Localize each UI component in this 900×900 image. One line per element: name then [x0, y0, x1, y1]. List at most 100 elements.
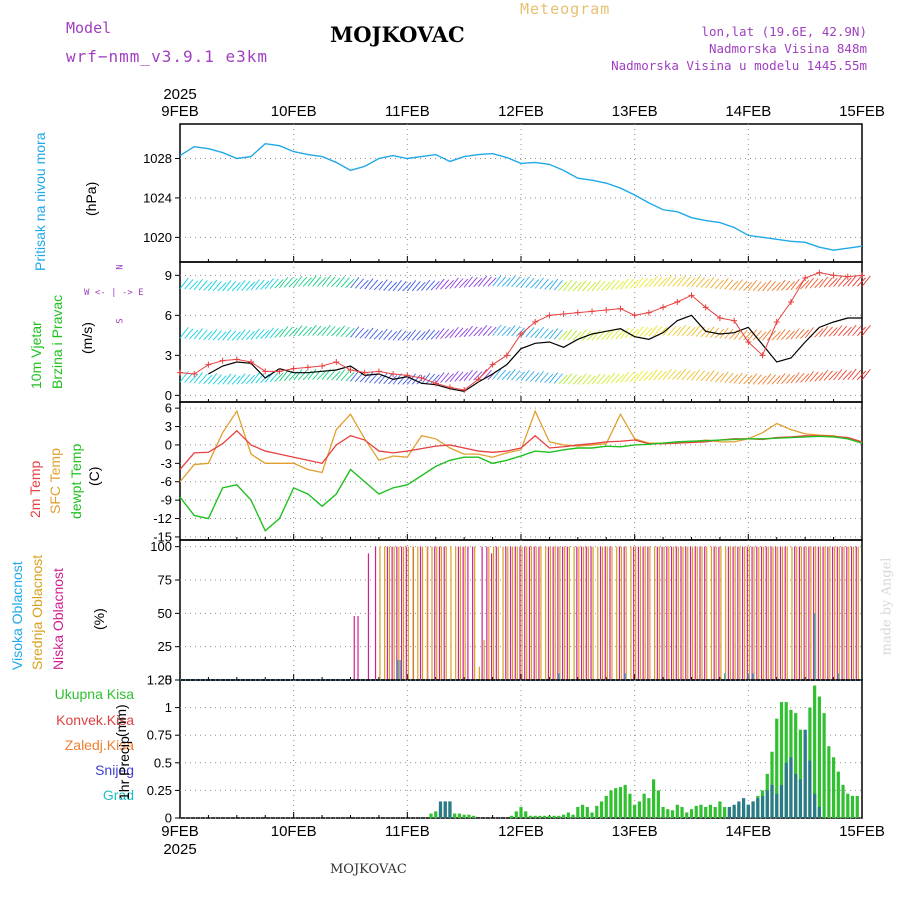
low-wind-barbs [298, 370, 308, 381]
wind-gust-marker [859, 272, 865, 279]
low-wind-barbs [421, 373, 431, 385]
top-date-label: 15FEB [839, 103, 885, 120]
low-wind-barbs [492, 368, 502, 380]
high-wind-barbs [264, 278, 275, 290]
high-wind-barbs [383, 280, 393, 291]
wind-gust-marker [574, 309, 581, 316]
high-wind-barbs [501, 277, 511, 287]
mid-wind-barbs [563, 329, 573, 341]
low-wind-barbs [586, 375, 597, 385]
low-wind-barbs [766, 374, 777, 385]
low-wind-barbs [397, 374, 407, 385]
bottom-year-label: 2025 [163, 841, 196, 858]
mid-wind-barbs [700, 327, 710, 338]
precip-bar-total [595, 805, 599, 818]
low-wind-barbs [776, 373, 786, 385]
high-wind-barbs [781, 280, 791, 291]
precip-bar-total [566, 812, 570, 818]
mid-wind-barbs [440, 328, 450, 339]
high-wind-barbs [435, 278, 445, 290]
high-wind-barbs [231, 282, 241, 292]
high-wind-barbs [852, 276, 862, 287]
mid-wind-barbs [795, 328, 805, 340]
bottom-date-label: 9FEB [161, 823, 199, 840]
precip-bar-total [779, 702, 784, 818]
mid-wind-barbs [781, 329, 791, 341]
precip-bar-snow [813, 793, 817, 818]
mid-wind-barbs [444, 329, 454, 339]
precip-bar-total [723, 806, 727, 818]
mid-wind-barbs [856, 326, 866, 337]
bottom-date-label: 11FEB [385, 823, 430, 840]
precip-bar-snow [448, 801, 452, 818]
mid-wind-barbs [515, 327, 525, 337]
y-tick-label: 1024 [143, 190, 172, 205]
low-wind-barbs [591, 373, 601, 385]
low-wind-barbs [662, 368, 672, 380]
mid-wind-barbs [307, 324, 317, 336]
precip-bar-total [618, 787, 623, 818]
high-wind-barbs [691, 275, 701, 288]
high-wind-barbs [425, 280, 436, 291]
high-wind-barbs [454, 278, 464, 289]
low-wind-barbs [511, 370, 521, 381]
legend-total-rain: Ukupna Kisa [54, 686, 134, 702]
mid-wind-barbs [639, 327, 649, 338]
y-tick-label: 6 [165, 308, 172, 323]
mid-wind-barbs [250, 328, 260, 340]
wind-gust-marker [205, 361, 212, 368]
high-wind-barbs [468, 277, 478, 288]
high-wind-barbs [335, 276, 346, 288]
precip-bar-total [652, 779, 656, 818]
station-title: MOJKOVAC [330, 22, 465, 47]
low-wind-barbs [762, 373, 772, 385]
mid-wind-barbs [643, 327, 653, 337]
precip-bar-total [794, 713, 798, 818]
mid-wind-barbs [814, 328, 824, 338]
precip-bar-total [713, 806, 717, 818]
precip-bar-snow [784, 762, 788, 818]
high-wind-barbs [473, 277, 483, 288]
mid-wind-barbs [411, 330, 421, 341]
wind-gust-marker [177, 369, 183, 376]
low-wind-barbs [444, 373, 454, 383]
precip-bar-snow [798, 779, 803, 818]
high-wind-barbs [198, 280, 208, 291]
high-wind-barbs [411, 281, 421, 292]
high-wind-barbs [217, 282, 227, 292]
mid-wind-barbs [539, 328, 549, 339]
high-wind-barbs [406, 280, 417, 292]
wind-gust-marker [276, 368, 283, 375]
high-wind-barbs [586, 282, 597, 292]
mid-wind-barbs [383, 329, 393, 341]
low-wind-barbs [520, 369, 530, 381]
low-wind-barbs [364, 371, 374, 383]
legend-snow: Snijeg [95, 762, 134, 778]
high-wind-barbs [563, 279, 573, 291]
mid-wind-barbs [293, 325, 303, 337]
high-wind-barbs [241, 280, 251, 291]
low-wind-barbs [601, 374, 611, 385]
wind-gust-marker [645, 309, 652, 316]
wind-gust-marker [617, 305, 624, 312]
mid-wind-barbs [326, 325, 336, 337]
wind-gust-marker [603, 307, 610, 313]
low-wind-barbs [629, 372, 639, 383]
mid-wind-barbs [227, 330, 237, 341]
low-wind-barbs [596, 374, 606, 385]
mid-wind-barbs [406, 329, 417, 341]
low-wind-barbs [222, 373, 232, 385]
y-tick-label: -12 [153, 511, 172, 526]
mid-wind-barbs [672, 326, 682, 336]
wind-gust-marker [702, 304, 709, 311]
mid-wind-barbs [279, 326, 289, 338]
wind-gust-marker [802, 275, 809, 281]
wind-gust-marker [773, 319, 780, 325]
low-wind-barbs [729, 374, 739, 384]
wind-gust-marker [319, 363, 326, 369]
mid-wind-barbs [752, 330, 762, 341]
low-wind-barbs [549, 372, 559, 384]
precip-bar-total [689, 809, 694, 818]
low-wind-barbs [577, 373, 587, 385]
